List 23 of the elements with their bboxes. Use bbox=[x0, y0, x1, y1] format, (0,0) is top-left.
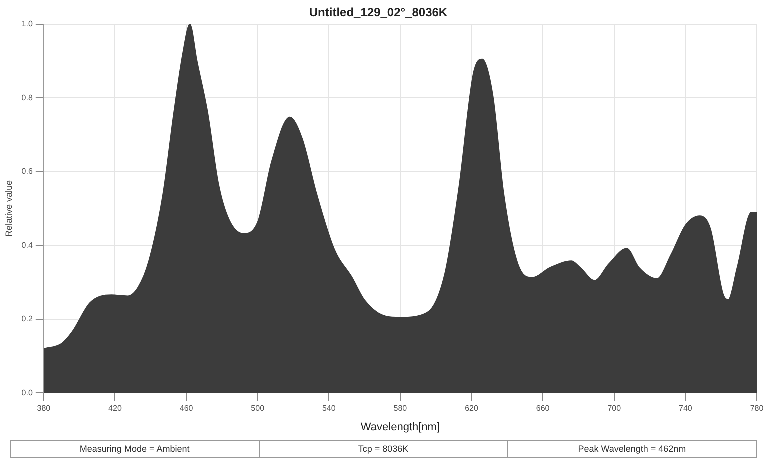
y-tick-label: 0.4 bbox=[22, 240, 34, 250]
x-axis-title: Wavelength[nm] bbox=[360, 421, 440, 434]
text: Tcp = 8036K bbox=[258, 441, 508, 457]
x-tick-label: 660 bbox=[536, 404, 550, 414]
x-tick-label: 580 bbox=[394, 404, 408, 414]
x-tick-label: 780 bbox=[750, 404, 764, 414]
y-tick-label: 1.0 bbox=[22, 20, 34, 29]
text: Measuring Mode = Ambient bbox=[78, 443, 191, 456]
x-tick-label: 420 bbox=[108, 404, 122, 414]
x-tick-label: 700 bbox=[608, 404, 622, 414]
y-tick-label: 0.8 bbox=[22, 93, 34, 102]
chart-title: Untitled_129_02°_8036K bbox=[309, 6, 448, 20]
y-tick-label: 0.0 bbox=[22, 388, 34, 398]
y-tick-label: 0.2 bbox=[22, 314, 34, 324]
y-axis-title: Relative value bbox=[4, 180, 14, 238]
x-tick-label: 460 bbox=[180, 404, 194, 414]
x-tick-label: 380 bbox=[37, 404, 52, 414]
x-tick-label: 620 bbox=[465, 404, 479, 414]
x-tick-label: 740 bbox=[679, 404, 693, 414]
text: Peak Wavelength = 462nm bbox=[507, 441, 756, 457]
x-tick-label: 540 bbox=[322, 404, 336, 414]
y-tick-label: 0.6 bbox=[22, 167, 34, 176]
x-tick-label: 500 bbox=[251, 404, 266, 414]
